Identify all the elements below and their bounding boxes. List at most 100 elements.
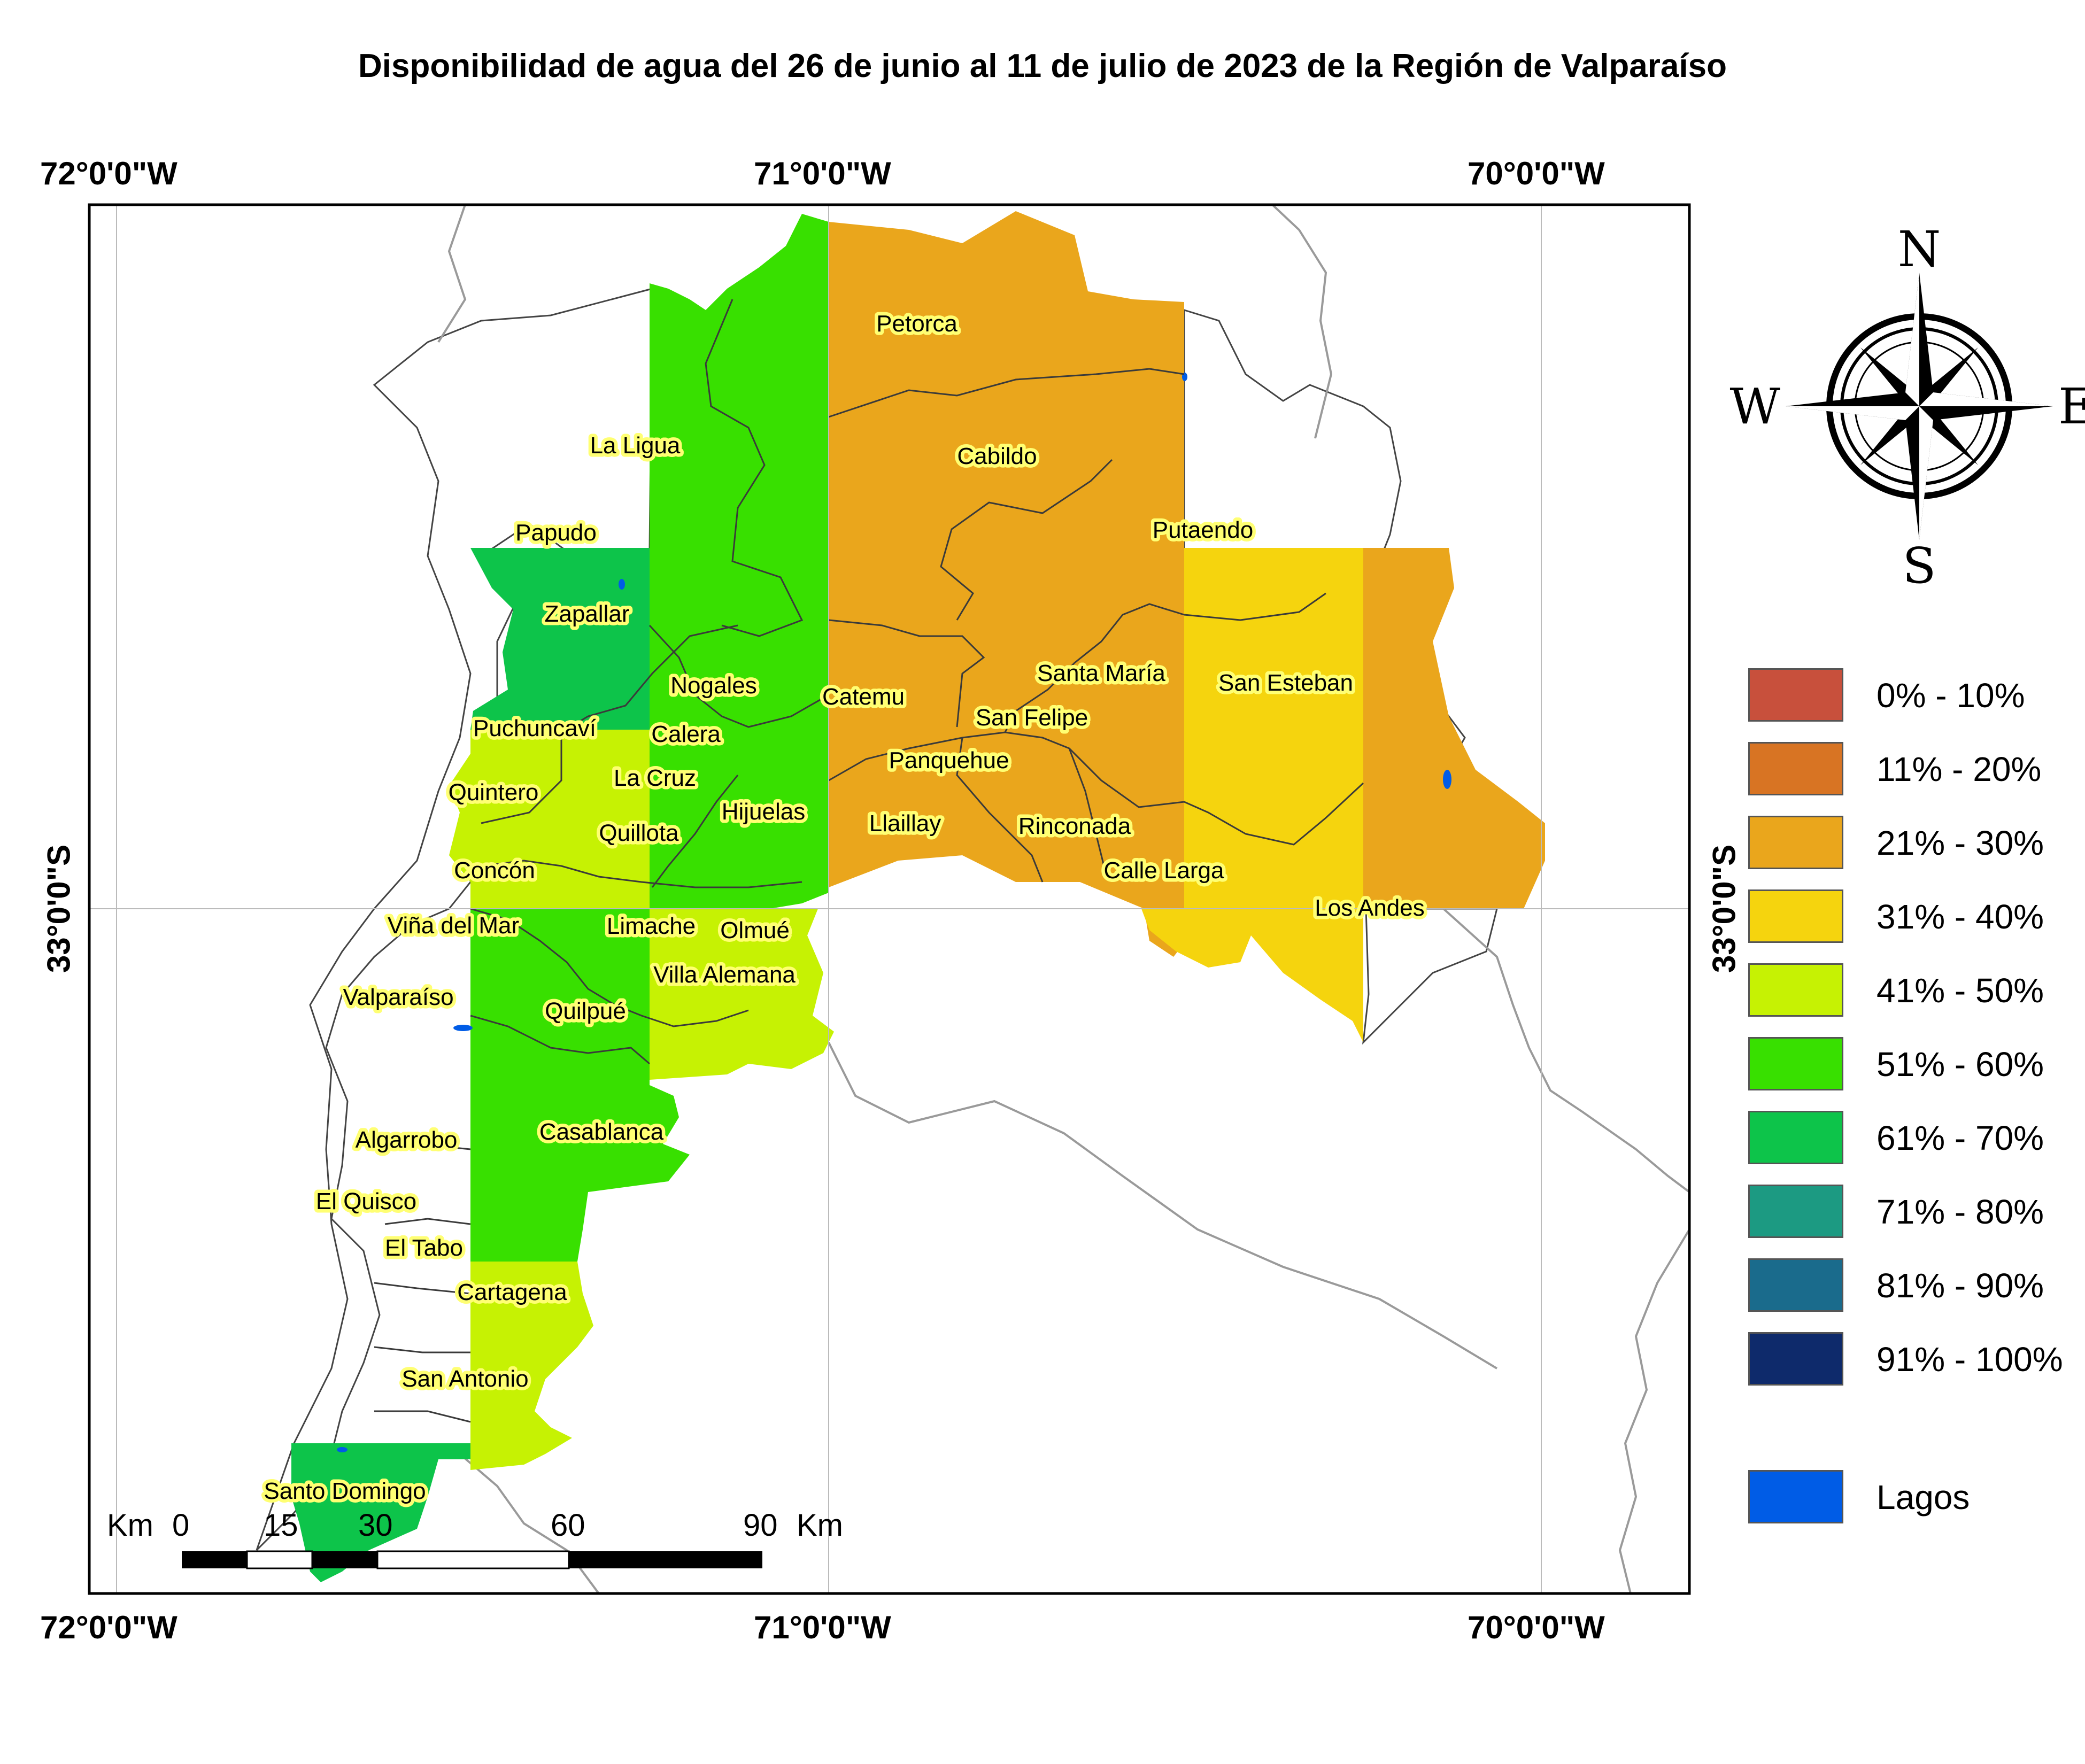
boundary-line <box>828 731 1364 846</box>
border-line-northeast <box>1271 204 1333 439</box>
raster-block-31-40 <box>1141 548 1363 1042</box>
raster-block-61-70-zapallar <box>470 548 650 730</box>
legend-label-lakes: Lagos <box>1876 1478 1970 1517</box>
scale-segment-black <box>312 1551 377 1568</box>
place-label: Olmué <box>720 917 790 943</box>
boundary-line <box>705 299 804 637</box>
scale-tick-15: 15 <box>264 1508 298 1543</box>
legend-label: 71% - 80% <box>1876 1193 2044 1231</box>
place-label: Zapallar <box>545 601 630 627</box>
bottom-coord-72w: 72°0'0"W <box>40 1610 177 1645</box>
legend-swatch <box>1748 889 1843 943</box>
graticule <box>89 205 1689 1593</box>
legend-item: 11% - 20% <box>1748 742 2080 795</box>
border-line-south <box>1618 1228 1690 1594</box>
boundary-line <box>1004 603 1185 733</box>
place-label: Panquehue <box>889 747 1009 773</box>
place-label: Hijuelas <box>722 799 806 825</box>
lakes-layer <box>337 373 1451 1452</box>
scale-unit-right: Km <box>797 1508 843 1543</box>
legend-swatch <box>1748 668 1843 722</box>
legend-item: 61% - 70% <box>1748 1111 2080 1164</box>
place-label: Santa María <box>1037 660 1165 686</box>
legend-swatch <box>1748 1111 1843 1164</box>
legend-label: 31% - 40% <box>1876 898 2044 936</box>
boundary-line <box>648 624 829 728</box>
place-label: Cartagena <box>457 1279 567 1305</box>
boundary-line <box>374 1410 471 1423</box>
boundary-line <box>481 860 802 888</box>
legend-label: 61% - 70% <box>1876 1119 2044 1157</box>
place-label: Calera <box>651 721 721 747</box>
boundary-line <box>470 1015 650 1065</box>
boundary-line <box>481 732 562 824</box>
boundary-line <box>940 459 1113 621</box>
place-label: Puchuncaví <box>473 715 597 741</box>
compass-star-highlight <box>1919 392 2053 406</box>
place-label: Nogales <box>670 672 756 699</box>
raster-block-51-60-limache <box>470 909 695 1262</box>
place-label: Valparaíso <box>343 984 453 1010</box>
scale-tick-30: 30 <box>358 1508 393 1543</box>
place-label: Santo Domingo <box>264 1478 426 1504</box>
place-label: Villa Alemana <box>653 962 796 988</box>
legend-swatch <box>1748 816 1843 869</box>
legend-swatch-lakes <box>1748 1470 1843 1523</box>
legend-label: 51% - 60% <box>1876 1045 2044 1084</box>
top-coord-72w: 72°0'0"W <box>40 156 177 191</box>
scale-segment-white <box>246 1550 313 1569</box>
legend-item: 91% - 100% <box>1748 1332 2080 1386</box>
scale-segment-black <box>182 1551 247 1568</box>
place-label: La Ligua <box>590 432 681 459</box>
legend-label: 81% - 90% <box>1876 1266 2044 1305</box>
legend-swatch <box>1748 1258 1843 1312</box>
lake <box>1443 770 1451 789</box>
boundary-line <box>828 368 1185 418</box>
compass-rose: N S E W <box>1729 221 2085 594</box>
commune-boundaries <box>374 299 1364 1423</box>
place-label: San Antonio <box>401 1366 528 1392</box>
place-label: El Quisco <box>316 1188 416 1214</box>
scale-tick-90: 90 <box>743 1508 778 1543</box>
boundary-line <box>1068 748 1108 877</box>
legend-swatch <box>1748 1332 1843 1386</box>
boundary-line <box>828 619 985 728</box>
bottom-coord-70w: 70°0'0"W <box>1468 1610 1605 1645</box>
legend-swatch <box>1748 1185 1843 1238</box>
lake <box>619 579 625 590</box>
place-label: Papudo <box>515 520 597 546</box>
boundary-line <box>1184 592 1326 621</box>
scale-bar <box>182 1550 762 1569</box>
place-label: Casablanca <box>539 1119 664 1145</box>
legend-label: 21% - 30% <box>1876 824 2044 862</box>
scale-tick-0: 0 <box>172 1508 190 1543</box>
place-label: Putaendo <box>1153 517 1253 543</box>
boundary-line <box>561 624 738 733</box>
raster-block-51-60-main <box>650 214 829 909</box>
place-label: Rinconada <box>1018 813 1131 839</box>
place-label: Los Andes <box>1315 895 1425 921</box>
legend-label: 0% - 10% <box>1876 676 2025 715</box>
legend-item: 21% - 30% <box>1748 816 2080 869</box>
place-label: Concón <box>454 857 535 884</box>
place-label: El Tabo <box>385 1235 463 1261</box>
place-label: San Esteban <box>1218 670 1353 696</box>
place-label: Quilpué <box>545 998 626 1024</box>
legend-label: 91% - 100% <box>1876 1340 2063 1379</box>
compass-star-highlight <box>1919 406 1933 540</box>
region-outline-southeast <box>1362 908 1498 1045</box>
top-coord-70w: 70°0'0"W <box>1468 156 1605 191</box>
place-label: San Felipe <box>976 705 1088 731</box>
place-labels: Petorca Cabildo La Ligua Papudo Putaendo Zapa… <box>260 307 1428 1508</box>
legend-item: 51% - 60% <box>1748 1037 2080 1090</box>
compass-east-label: E <box>2058 378 2085 435</box>
place-label: Petorca <box>876 311 957 337</box>
place-label: La Cruz <box>614 765 696 791</box>
boundary-line <box>470 908 749 1027</box>
boundary-line <box>651 775 739 888</box>
scale-unit-left: Km <box>107 1508 153 1543</box>
boundary-line <box>956 737 1044 883</box>
compass-west-label: W <box>1729 378 1780 435</box>
legend-item: 81% - 90% <box>1748 1258 2080 1312</box>
